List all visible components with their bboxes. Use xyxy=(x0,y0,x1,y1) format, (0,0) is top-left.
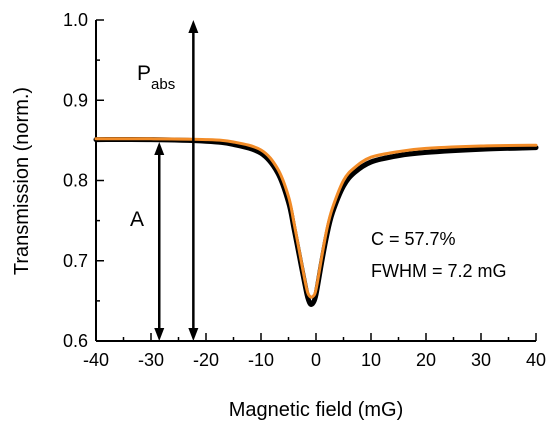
data-curve xyxy=(93,136,539,307)
arrow-head-top xyxy=(154,141,165,155)
x-tick-label: 30 xyxy=(471,350,491,370)
arrow-head-top xyxy=(188,20,199,33)
y-tick-label: 0.7 xyxy=(63,251,88,271)
y-axis-label: Transmission (norm.) xyxy=(11,87,33,275)
x-tick-label: 10 xyxy=(361,350,381,370)
x-tick-label: -10 xyxy=(248,350,274,370)
fwhm-annotation: FWHM = 7.2 mG xyxy=(371,261,507,281)
pabs-arrow xyxy=(188,20,199,341)
y-tick-label: 0.9 xyxy=(63,90,88,110)
pabs-label-main: P xyxy=(137,62,151,85)
x-axis-ticks: -40 -30 -20 -10 0 10 20 30 40 xyxy=(83,333,546,370)
arrow-head-bottom xyxy=(154,328,165,341)
contrast-annotation: C = 57.7% xyxy=(371,229,456,249)
a-arrow xyxy=(154,141,165,341)
y-tick-label: 1.0 xyxy=(63,10,88,30)
y-tick-label: 0.8 xyxy=(63,171,88,191)
arrow-layer xyxy=(154,20,199,341)
pabs-label-subscript: abs xyxy=(151,76,175,93)
series-layer xyxy=(93,136,539,307)
pabs-label: Pabs xyxy=(137,62,175,93)
arrow-head-bottom xyxy=(188,328,199,341)
y-tick-label: 0.6 xyxy=(63,331,88,351)
x-axis-label: Magnetic field (mG) xyxy=(229,399,404,421)
x-tick-label: -20 xyxy=(193,350,219,370)
x-tick-label: -40 xyxy=(83,350,109,370)
x-tick-label: 40 xyxy=(526,350,546,370)
fit-curve xyxy=(94,137,538,299)
a-label: A xyxy=(130,208,144,231)
y-axis-ticks: 0.6 0.7 0.8 0.9 1.0 xyxy=(63,10,104,351)
x-tick-label: -30 xyxy=(138,350,164,370)
x-tick-label: 0 xyxy=(311,350,321,370)
x-tick-label: 20 xyxy=(416,350,436,370)
